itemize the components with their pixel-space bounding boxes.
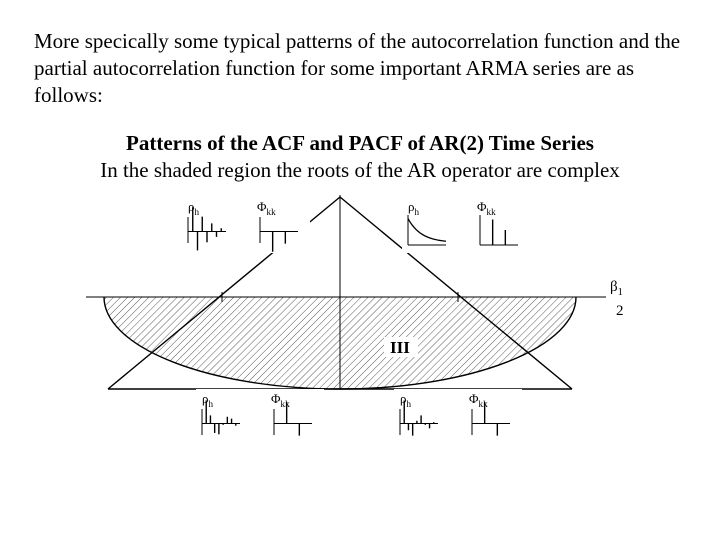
section-title: Patterns of the ACF and PACF of AR(2) Ti…	[34, 131, 686, 156]
ar2-region-diagram: β1 2 III ρhΦkk ρhΦkk ρhΦkk ρhΦkk	[80, 189, 640, 469]
diagram-container: β1 2 III ρhΦkk ρhΦkk ρhΦkk ρhΦkk	[34, 189, 686, 469]
mini-top-right: ρhΦkk	[402, 197, 530, 253]
intro-paragraph: More specically some typical patterns of…	[34, 28, 686, 109]
section-subtitle: In the shaded region the roots of the AR…	[34, 158, 686, 183]
mini-bot-left: ρhΦkk	[196, 389, 324, 445]
beta1-label: β1	[610, 279, 623, 298]
region-3-label: III	[390, 338, 410, 357]
mini-bot-right: ρhΦkk	[394, 389, 522, 445]
tick-2-label: 2	[616, 303, 624, 319]
mini-top-left: ρhΦkk	[182, 197, 310, 253]
